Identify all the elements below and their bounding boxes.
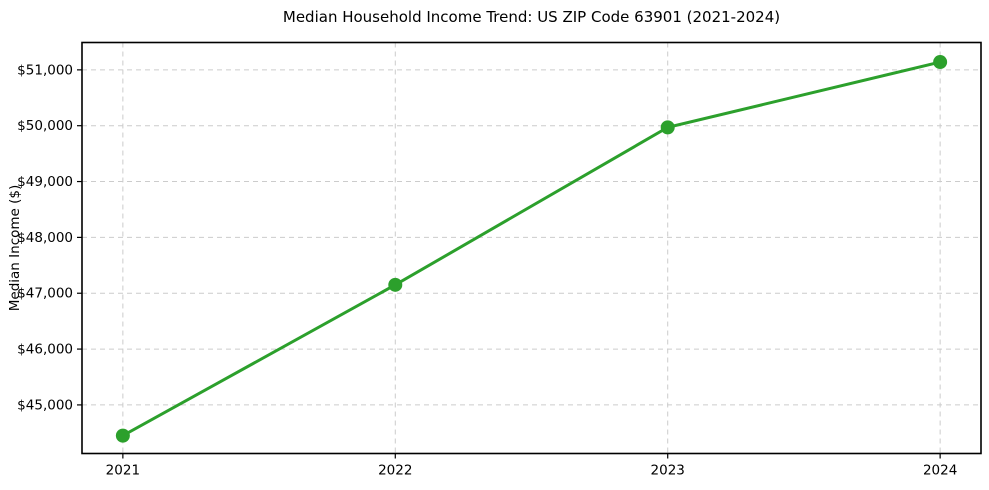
chart-title: Median Household Income Trend: US ZIP Co… (282, 8, 781, 26)
x-tick-label: 2024 (923, 463, 957, 479)
y-tick-label: $47,000 (17, 286, 73, 302)
y-axis-title: Median Income ($) (7, 184, 23, 312)
y-tick-label: $46,000 (17, 342, 73, 358)
x-tick-label: 2023 (651, 463, 685, 479)
y-tick-label: $45,000 (17, 397, 73, 413)
y-tick-label: $48,000 (17, 230, 73, 246)
plot-border (81, 41, 982, 455)
series-line (121, 60, 942, 438)
data-point-2022 (388, 277, 403, 292)
y-tick-label: $50,000 (17, 118, 73, 134)
data-point-2021 (115, 428, 130, 443)
y-tick-label: $51,000 (17, 62, 73, 78)
x-tick-label: 2021 (106, 463, 140, 479)
y-tick-label: $49,000 (17, 174, 73, 190)
data-point-2024 (933, 55, 948, 70)
x-tick-label: 2022 (378, 463, 412, 479)
data-point-2023 (660, 120, 675, 135)
